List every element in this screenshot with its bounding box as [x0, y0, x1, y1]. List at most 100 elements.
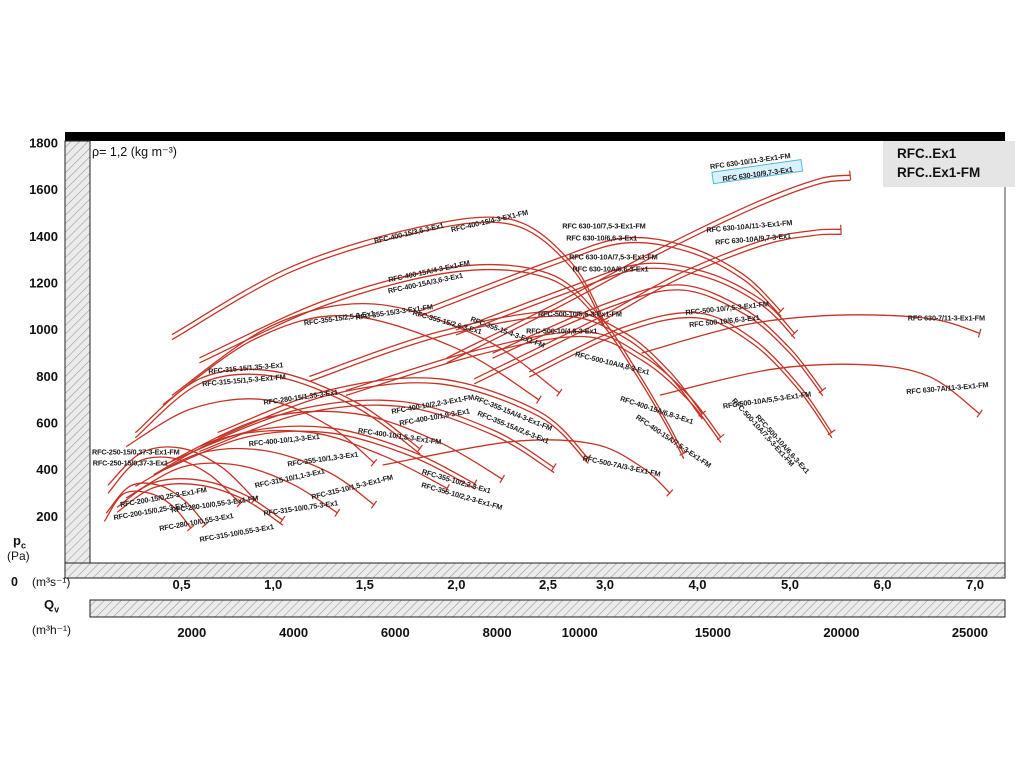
- fan-curve: [641, 314, 981, 354]
- fan-curve-twin: [171, 221, 606, 340]
- x-tick-label-m3h: 6000: [381, 625, 410, 640]
- curve-label[interactable]: RFC-400-15A/7,5-3-Ex1-FM: [634, 413, 713, 470]
- fan-curve-twin: [135, 373, 421, 455]
- curve-label[interactable]: RFC-400-15/3,6-3-Ex1: [373, 221, 445, 246]
- curve-end-tick: [201, 521, 210, 528]
- fan-curve-twin: [217, 382, 589, 464]
- fan-curve: [529, 311, 833, 433]
- x-tick-label-m3h: 2000: [177, 625, 206, 640]
- x-tick-label-m3h: 20000: [823, 625, 859, 640]
- x-tick-label-m3h: 4000: [279, 625, 308, 640]
- curve-end-tick: [818, 387, 827, 394]
- curve-label[interactable]: RFC-315-10/1,5-3-Ex1-FM: [310, 472, 393, 501]
- fan-curve: [659, 363, 981, 415]
- curve-label[interactable]: RFC-315-10/1,1-3-Ex1: [254, 466, 326, 490]
- curve-label[interactable]: RFC-400-15A/6,8-3-Ex1: [619, 394, 694, 426]
- x-axis-origin-label: 0: [11, 575, 18, 589]
- curve-end-tick: [584, 454, 592, 462]
- curve-label[interactable]: RFC-315-10/0,55-3-Ex1: [199, 522, 275, 544]
- curve-label[interactable]: RFC-280-10/0,55-3-Ex1: [159, 511, 235, 533]
- curve-label[interactable]: RFC-315-10/0,75-3-Ex1: [263, 498, 339, 517]
- legend-item-ex1-fm: RFC..Ex1-FM: [897, 165, 981, 180]
- fan-curve: [199, 263, 685, 454]
- x-axis-secondary-symbol: Qv: [44, 597, 60, 615]
- y-tick-label: 800: [36, 369, 58, 384]
- curve-end-tick: [416, 444, 423, 453]
- curve-end-tick: [279, 515, 286, 524]
- legend-box: RFC..Ex1 RFC..Ex1-FM: [883, 141, 1015, 187]
- chart-canvas: 200 400 600 800 1000 1200 1400 1600 1800 0,5 1,0 1,…: [29, 132, 1006, 640]
- fan-curve-twin: [474, 233, 842, 385]
- curve-label[interactable]: RFC-250-15/0,37-3-Ex1-FM: [92, 448, 180, 457]
- y-tick-label: 1000: [29, 322, 58, 337]
- selected-label-highlight: [711, 159, 804, 185]
- curve-label[interactable]: RFC 630-10A/7,5-3-Ex1-FM: [569, 253, 658, 262]
- fan-curve: [474, 228, 842, 380]
- y-tick-label: 400: [36, 462, 58, 477]
- curve-end-tick: [186, 524, 195, 532]
- fan-curve-twin: [116, 483, 284, 526]
- fan-curve: [492, 284, 824, 391]
- curve-end-tick: [790, 329, 799, 337]
- plot-top-border: [65, 132, 1005, 141]
- x-tick-label-m3s: 6,0: [873, 577, 891, 592]
- fan-curve-twin: [162, 430, 476, 490]
- fan-curve-twin: [446, 179, 851, 364]
- fan-curve: [125, 462, 338, 514]
- y-axis-symbol: pc: [13, 533, 26, 551]
- curve-label[interactable]: RFC 630-10A/6,6-3-Ex1: [573, 265, 649, 274]
- x-tick-label-m3s: 1,5: [356, 577, 374, 592]
- density-annotation: ρ= 1,2 (kg m⁻³): [92, 145, 177, 159]
- curve-label[interactable]: RFC 630-10A/9,7-3-Ex1: [715, 231, 792, 247]
- curve-label[interactable]: RFC-500-10/5,5-3-Ex1-FM: [538, 310, 622, 319]
- curve-label[interactable]: RFC 630-7/11-3-Ex1-FM: [908, 314, 985, 323]
- curve-end-tick: [499, 474, 506, 484]
- legend-item-ex1: RFC..Ex1: [897, 146, 957, 162]
- curve-end-tick: [535, 395, 542, 404]
- fan-curve: [107, 446, 256, 501]
- curve-label[interactable]: RFC-500-10/4,8-3-Ex1: [526, 327, 597, 336]
- curve-label[interactable]: RFC-500-10A/7,5-3-Ex1-FM: [730, 396, 796, 468]
- curve-label[interactable]: RFC-500-7A/3-3-Ex1-FM: [582, 453, 661, 478]
- curve-label[interactable]: RFC 630-10/7,5-3-Ex1-FM: [562, 222, 646, 231]
- fan-curve: [135, 447, 375, 506]
- curve-end-tick: [251, 495, 259, 504]
- fan-curve: [309, 310, 703, 415]
- fan-curve: [419, 236, 782, 312]
- curve-end-tick: [472, 479, 478, 488]
- x-tick-label-m3s: 4,0: [688, 577, 706, 592]
- fan-curve-twin: [345, 335, 722, 443]
- curve-label[interactable]: RFC-500-10A/6,6-3-Ex1: [754, 413, 812, 476]
- curve-end-tick: [827, 429, 836, 436]
- curve-end-tick: [716, 433, 725, 441]
- curve-end-tick: [777, 307, 785, 315]
- fan-curve: [107, 456, 241, 505]
- fan-curve-twin: [419, 241, 782, 317]
- fan-curve: [171, 216, 606, 335]
- curve-label[interactable]: RFC-250-15/0,37-3-Ex1: [93, 459, 168, 468]
- y-tick-label: 600: [36, 416, 58, 431]
- curve-end-tick: [976, 409, 983, 418]
- curve-label[interactable]: RFC 630-7A/11-3-Ex1-FM: [906, 380, 989, 396]
- fan-curve: [171, 302, 561, 396]
- curve-label[interactable]: RFC-400-10/1,5-3-Ex1-FM: [357, 426, 441, 447]
- fan-curve: [455, 262, 796, 334]
- x-tick-label-m3s: 0,5: [173, 577, 191, 592]
- x-axis-band: [64, 562, 1006, 579]
- fan-curve: [171, 410, 503, 480]
- y-tick-label: 1600: [29, 182, 58, 197]
- x-tick-label-m3h: 25000: [952, 625, 988, 640]
- fan-curve: [345, 330, 722, 438]
- curve-end-tick: [550, 463, 557, 472]
- curve-end-tick: [977, 328, 982, 338]
- curve-end-tick: [679, 450, 688, 456]
- fan-curve: [125, 398, 375, 464]
- curve-end-tick: [370, 500, 378, 509]
- fan-curve-twin: [529, 316, 833, 438]
- curve-label[interactable]: RFC 630-10/6,6-3-Ex1: [566, 234, 637, 243]
- fan-curve: [382, 439, 671, 494]
- x-tick-label-m3h: 15000: [695, 625, 731, 640]
- x-axis-secondary-unit: (m³h⁻¹): [32, 623, 71, 637]
- fan-curve: [162, 425, 476, 485]
